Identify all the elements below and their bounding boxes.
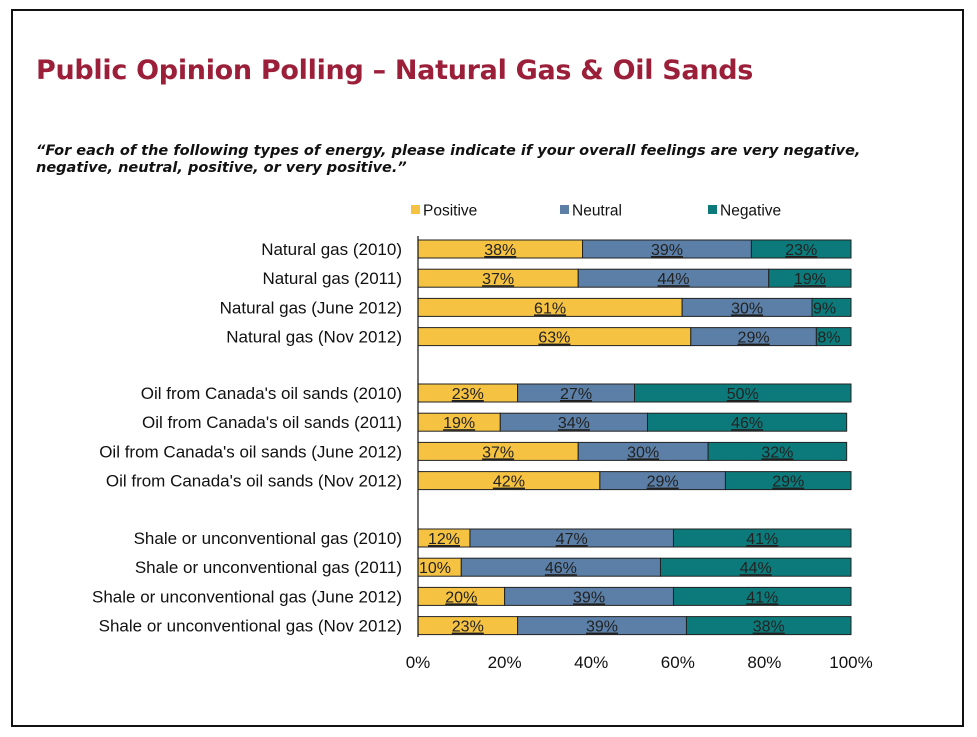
bar-negative bbox=[659, 557, 852, 577]
data-label-neutral: 46% bbox=[545, 560, 577, 577]
category-label: Shale or unconventional gas (2010) bbox=[134, 529, 402, 548]
bar-negative bbox=[634, 383, 852, 403]
x-tick-label: 80% bbox=[747, 653, 781, 672]
survey-question: “For each of the following types of ener… bbox=[36, 143, 861, 176]
data-label-negative: 8% bbox=[817, 330, 840, 347]
data-label-negative: 19% bbox=[794, 271, 826, 288]
data-label-positive: 38% bbox=[484, 242, 516, 259]
x-tick-label: 40% bbox=[574, 653, 608, 672]
category-label: Oil from Canada's oil sands (Nov 2012) bbox=[106, 472, 402, 491]
x-tick-label: 20% bbox=[488, 653, 522, 672]
legend-label-negative: Negative bbox=[720, 203, 781, 220]
data-label-positive: 37% bbox=[482, 271, 514, 288]
data-label-positive: 20% bbox=[445, 589, 477, 606]
legend-label-positive: Positive bbox=[423, 203, 477, 220]
data-label-positive: 63% bbox=[538, 330, 570, 347]
bar-negative bbox=[815, 327, 852, 347]
data-label-neutral: 29% bbox=[738, 330, 770, 347]
category-label: Natural gas (2010) bbox=[261, 240, 402, 259]
data-label-negative: 46% bbox=[731, 415, 763, 432]
bar-negative bbox=[811, 297, 852, 317]
data-label-negative: 9% bbox=[813, 300, 836, 317]
data-label-positive: 23% bbox=[452, 386, 484, 403]
slide-title: Public Opinion Polling – Natural Gas & O… bbox=[36, 55, 754, 86]
data-label-neutral: 44% bbox=[657, 271, 689, 288]
x-tick-label: 0% bbox=[406, 653, 431, 672]
data-label-neutral: 39% bbox=[573, 589, 605, 606]
data-label-positive: 10% bbox=[419, 560, 451, 577]
legend-label-neutral: Neutral bbox=[572, 203, 622, 220]
data-label-positive: 61% bbox=[534, 300, 566, 317]
data-label-negative: 41% bbox=[746, 589, 778, 606]
data-label-neutral: 34% bbox=[558, 415, 590, 432]
category-label: Shale or unconventional gas (Nov 2012) bbox=[99, 617, 402, 636]
bar-negative bbox=[685, 616, 852, 636]
category-label: Oil from Canada's oil sands (2010) bbox=[141, 384, 402, 403]
bar-negative bbox=[750, 239, 852, 259]
x-axis: 0% 20% 40% 60% 80% 100% bbox=[406, 236, 873, 672]
data-label-negative: 44% bbox=[740, 560, 772, 577]
bar-negative bbox=[707, 441, 848, 461]
data-label-positive: 42% bbox=[493, 474, 525, 491]
data-label-positive: 37% bbox=[482, 444, 514, 461]
bar-negative bbox=[672, 528, 852, 548]
data-label-neutral: 27% bbox=[560, 386, 592, 403]
data-label-negative: 41% bbox=[746, 531, 778, 548]
slide-frame bbox=[11, 9, 964, 727]
category-label: Oil from Canada's oil sands (June 2012) bbox=[99, 442, 402, 461]
category-label: Natural gas (Nov 2012) bbox=[226, 328, 402, 347]
data-label-neutral: 30% bbox=[627, 444, 659, 461]
category-labels: Natural gas (2010) Natural gas (2011) Natu… bbox=[92, 240, 402, 636]
data-label-negative: 38% bbox=[753, 619, 785, 636]
data-label-negative: 50% bbox=[727, 386, 759, 403]
data-label-neutral: 29% bbox=[647, 474, 679, 491]
category-label: Shale or unconventional gas (June 2012) bbox=[92, 587, 402, 606]
data-label-neutral: 47% bbox=[556, 531, 588, 548]
data-label-positive: 12% bbox=[428, 531, 460, 548]
category-label: Shale or unconventional gas (2011) bbox=[135, 558, 402, 577]
bar-segments: 38% 39% 23% 37% 44% 19% 61% 30% 9% 63% 29% 8% 23% 27%… bbox=[417, 239, 852, 636]
category-label: Natural gas (June 2012) bbox=[220, 298, 402, 317]
data-label-negative: 29% bbox=[772, 474, 804, 491]
data-label-negative: 32% bbox=[761, 444, 793, 461]
legend-swatch-positive bbox=[411, 205, 420, 214]
data-label-neutral: 30% bbox=[731, 300, 763, 317]
x-tick-label: 60% bbox=[661, 653, 695, 672]
data-label-negative: 23% bbox=[785, 242, 817, 259]
chart-legend: Positive Neutral Negative bbox=[411, 203, 781, 220]
legend-swatch-negative bbox=[708, 205, 717, 214]
data-label-neutral: 39% bbox=[651, 242, 683, 259]
x-tick-label: 100% bbox=[829, 653, 872, 672]
bar-negative bbox=[768, 268, 852, 288]
bar-negative bbox=[724, 471, 852, 491]
category-label: Oil from Canada's oil sands (2011) bbox=[142, 413, 402, 432]
data-label-neutral: 39% bbox=[586, 619, 618, 636]
category-label: Natural gas (2011) bbox=[262, 269, 402, 288]
bar-negative bbox=[646, 412, 848, 432]
data-label-positive: 19% bbox=[443, 415, 475, 432]
legend-swatch-neutral bbox=[560, 205, 569, 214]
bar-negative bbox=[672, 586, 852, 606]
data-label-positive: 23% bbox=[452, 619, 484, 636]
